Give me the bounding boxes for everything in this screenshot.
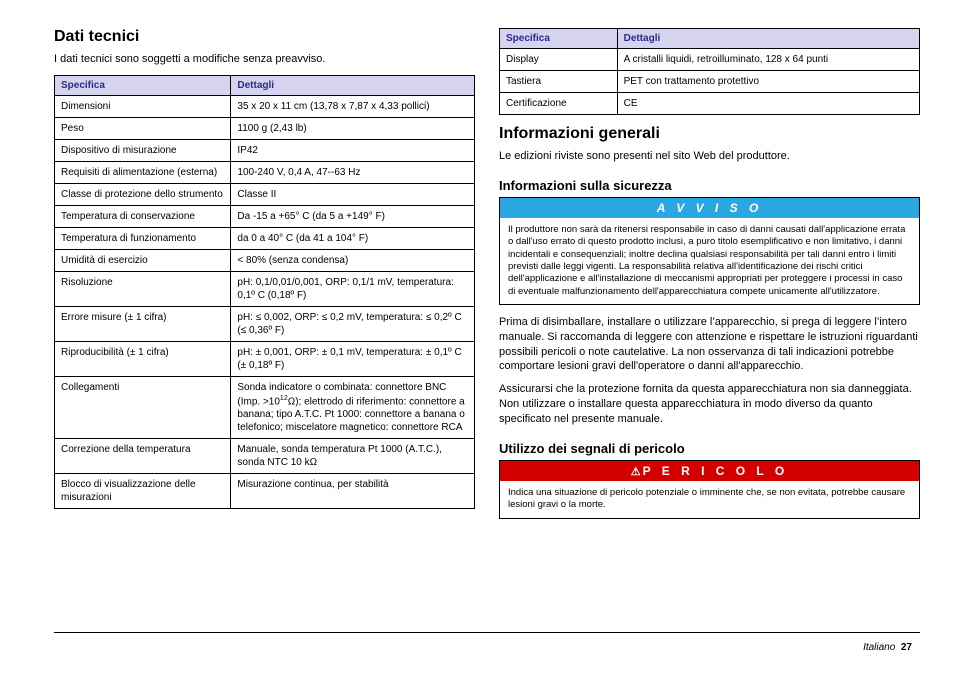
footer-page: 27 — [901, 642, 912, 653]
heading-sicurezza: Informazioni sulla sicurezza — [499, 178, 920, 193]
pericolo-header: ⚠P E R I C O L O — [500, 461, 919, 481]
table-row: Dimensioni35 x 20 x 11 cm (13,78 x 7,87 … — [55, 95, 475, 117]
warning-icon: ⚠ — [631, 466, 641, 478]
cell-detail: Sonda indicatore o combinata: connettore… — [231, 376, 475, 438]
table-row: RisoluzionepH: 0,1/0,01/0,001, ORP: 0,1/… — [55, 271, 475, 306]
th-dettagli: Dettagli — [617, 29, 919, 49]
right-column: Specifica Dettagli DisplayA cristalli li… — [499, 28, 920, 529]
cell-spec: Classe di protezione dello strumento — [55, 183, 231, 205]
cell-detail: IP42 — [231, 139, 475, 161]
table-row: Blocco di visualizzazione delle misurazi… — [55, 474, 475, 509]
cell-detail: Manuale, sonda temperatura Pt 1000 (A.T.… — [231, 439, 475, 474]
cell-spec: Requisiti di alimentazione (esterna) — [55, 161, 231, 183]
table-row: Correzione della temperaturaManuale, son… — [55, 439, 475, 474]
table-row: Requisiti di alimentazione (esterna)100-… — [55, 161, 475, 183]
cell-spec: Certificazione — [500, 93, 618, 115]
cell-detail: Da -15 a +65° C (da 5 a +149° F) — [231, 205, 475, 227]
para-2: Assicurarsi che la protezione fornita da… — [499, 382, 920, 427]
cell-detail: PET con trattamento protettivo — [617, 71, 919, 93]
table-row: Peso1100 g (2,43 lb) — [55, 117, 475, 139]
avviso-box: A V V I S O Il produttore non sarà da ri… — [499, 197, 920, 305]
table-row: CertificazioneCE — [500, 93, 920, 115]
para-1: Prima di disimballare, installare o util… — [499, 315, 920, 374]
spec-table-right: Specifica Dettagli DisplayA cristalli li… — [499, 28, 920, 115]
table-row: Umidità di esercizio< 80% (senza condens… — [55, 249, 475, 271]
cell-detail: da 0 a 40° C (da 41 a 104° F) — [231, 227, 475, 249]
th-dettagli: Dettagli — [231, 75, 475, 95]
table-row: Temperatura di funzionamentoda 0 a 40° C… — [55, 227, 475, 249]
cell-detail: pH: ≤ 0,002, ORP: ≤ 0,2 mV, temperatura:… — [231, 306, 475, 341]
table-row: DisplayA cristalli liquidi, retroillumin… — [500, 49, 920, 71]
pericolo-header-text: P E R I C O L O — [643, 464, 789, 478]
cell-detail: Misurazione continua, per stabilità — [231, 474, 475, 509]
intro-right: Le edizioni riviste sono presenti nel si… — [499, 149, 920, 164]
table-row: TastieraPET con trattamento protettivo — [500, 71, 920, 93]
intro-text: I dati tecnici sono soggetti a modifiche… — [54, 52, 475, 67]
table-row: Riproducibilità (± 1 cifra)pH: ± 0,001, … — [55, 341, 475, 376]
cell-spec: Correzione della temperatura — [55, 439, 231, 474]
cell-detail: A cristalli liquidi, retroilluminato, 12… — [617, 49, 919, 71]
table-row: Errore misure (± 1 cifra)pH: ≤ 0,002, OR… — [55, 306, 475, 341]
cell-spec: Errore misure (± 1 cifra) — [55, 306, 231, 341]
cell-spec: Temperatura di conservazione — [55, 205, 231, 227]
cell-spec: Dimensioni — [55, 95, 231, 117]
table-row: Dispositivo di misurazioneIP42 — [55, 139, 475, 161]
heading-dati-tecnici: Dati tecnici — [54, 28, 475, 46]
footer-lang: Italiano — [863, 642, 895, 653]
cell-detail: 35 x 20 x 11 cm (13,78 x 7,87 x 4,33 pol… — [231, 95, 475, 117]
table-row: Temperatura di conservazioneDa -15 a +65… — [55, 205, 475, 227]
spec-table-left: Specifica Dettagli Dimensioni35 x 20 x 1… — [54, 75, 475, 509]
cell-detail: 100-240 V, 0,4 A, 47--63 Hz — [231, 161, 475, 183]
cell-detail: pH: ± 0,001, ORP: ± 0,1 mV, temperatura:… — [231, 341, 475, 376]
pericolo-box: ⚠P E R I C O L O Indica una situazione d… — [499, 460, 920, 519]
th-specifica: Specifica — [55, 75, 231, 95]
cell-spec: Temperatura di funzionamento — [55, 227, 231, 249]
cell-detail: pH: 0,1/0,01/0,001, ORP: 0,1/1 mV, tempe… — [231, 271, 475, 306]
pericolo-body: Indica una situazione di pericolo potenz… — [500, 481, 919, 518]
page-footer: Italiano 27 — [863, 642, 912, 653]
cell-spec: Blocco di visualizzazione delle misurazi… — [55, 474, 231, 509]
cell-spec: Riproducibilità (± 1 cifra) — [55, 341, 231, 376]
cell-spec: Umidità di esercizio — [55, 249, 231, 271]
table-row: CollegamentiSonda indicatore o combinata… — [55, 376, 475, 438]
cell-spec: Dispositivo di misurazione — [55, 139, 231, 161]
cell-detail: < 80% (senza condensa) — [231, 249, 475, 271]
footer-rule — [54, 632, 920, 633]
cell-spec: Collegamenti — [55, 376, 231, 438]
heading-pericolo: Utilizzo dei segnali di pericolo — [499, 441, 920, 456]
cell-spec: Risoluzione — [55, 271, 231, 306]
cell-detail: 1100 g (2,43 lb) — [231, 117, 475, 139]
avviso-body: Il produttore non sarà da ritenersi resp… — [500, 218, 919, 304]
avviso-header: A V V I S O — [500, 198, 919, 218]
heading-info-generali: Informazioni generali — [499, 125, 920, 143]
table-row: Classe di protezione dello strumentoClas… — [55, 183, 475, 205]
cell-detail: Classe II — [231, 183, 475, 205]
cell-detail: CE — [617, 93, 919, 115]
left-column: Dati tecnici I dati tecnici sono soggett… — [54, 28, 475, 529]
cell-spec: Tastiera — [500, 71, 618, 93]
cell-spec: Display — [500, 49, 618, 71]
cell-spec: Peso — [55, 117, 231, 139]
th-specifica: Specifica — [500, 29, 618, 49]
